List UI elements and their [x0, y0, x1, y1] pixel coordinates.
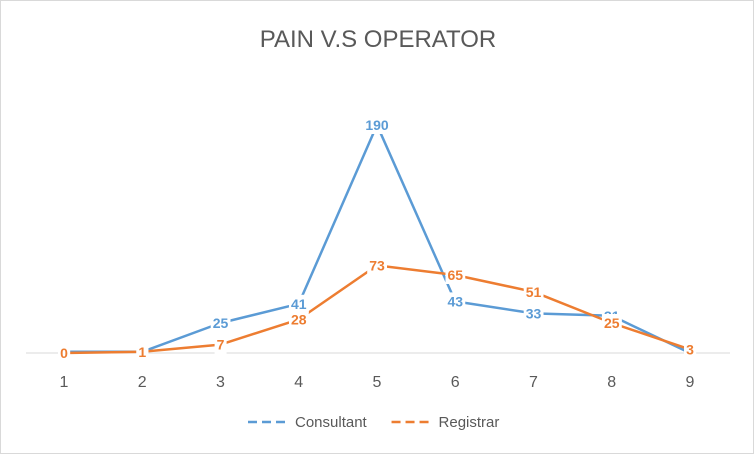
x-tick-label: 6 [451, 374, 460, 391]
data-labels: 112541190433331001728736551253 [58, 116, 697, 362]
data-label-background [136, 342, 149, 361]
data-label-background [367, 256, 387, 275]
data-label-background [523, 304, 544, 323]
x-tick-label: 9 [686, 374, 695, 391]
data-label-background [363, 116, 391, 134]
legend-label-consultant: Consultant [295, 414, 368, 431]
data-label-background [601, 314, 622, 332]
x-tick-label: 7 [529, 374, 538, 391]
x-tick-label: 4 [294, 374, 303, 391]
x-tick-label: 8 [607, 374, 616, 391]
data-label: 73 [369, 257, 385, 273]
legend: Consultant Registrar [248, 414, 499, 431]
data-label: 3 [686, 341, 694, 357]
data-label-background [288, 310, 309, 329]
x-tick-label: 3 [216, 374, 225, 391]
data-label: 43 [447, 293, 463, 309]
data-label: 1 [138, 344, 146, 360]
data-label: 190 [365, 117, 389, 133]
chart-title: PAIN V.S OPERATOR [260, 26, 497, 53]
data-label-background [210, 314, 231, 332]
data-label-background [523, 282, 544, 301]
x-axis-ticks: 1 2 3 4 5 6 7 8 9 [60, 374, 695, 391]
data-label: 7 [217, 337, 225, 353]
series-line-registrar [62, 264, 692, 355]
data-label: 41 [291, 296, 307, 312]
legend-label-registrar: Registrar [439, 414, 500, 431]
data-label: 25 [604, 315, 620, 331]
data-label: 28 [291, 311, 307, 327]
data-label: 51 [526, 284, 542, 300]
series-lines [62, 123, 692, 355]
data-label-background [58, 344, 71, 362]
data-label-background [214, 335, 227, 354]
x-tick-label: 5 [373, 374, 382, 391]
x-tick-label: 1 [60, 374, 69, 391]
data-label: 0 [60, 345, 68, 361]
data-label-background [288, 294, 309, 313]
data-label: 33 [526, 305, 542, 321]
data-label-background [445, 292, 466, 311]
series-line-consultant [62, 123, 692, 355]
data-label-background [445, 266, 466, 284]
data-label: 25 [213, 315, 229, 331]
data-label: 65 [447, 267, 463, 283]
data-label-background [684, 340, 697, 359]
x-tick-label: 2 [138, 374, 147, 391]
